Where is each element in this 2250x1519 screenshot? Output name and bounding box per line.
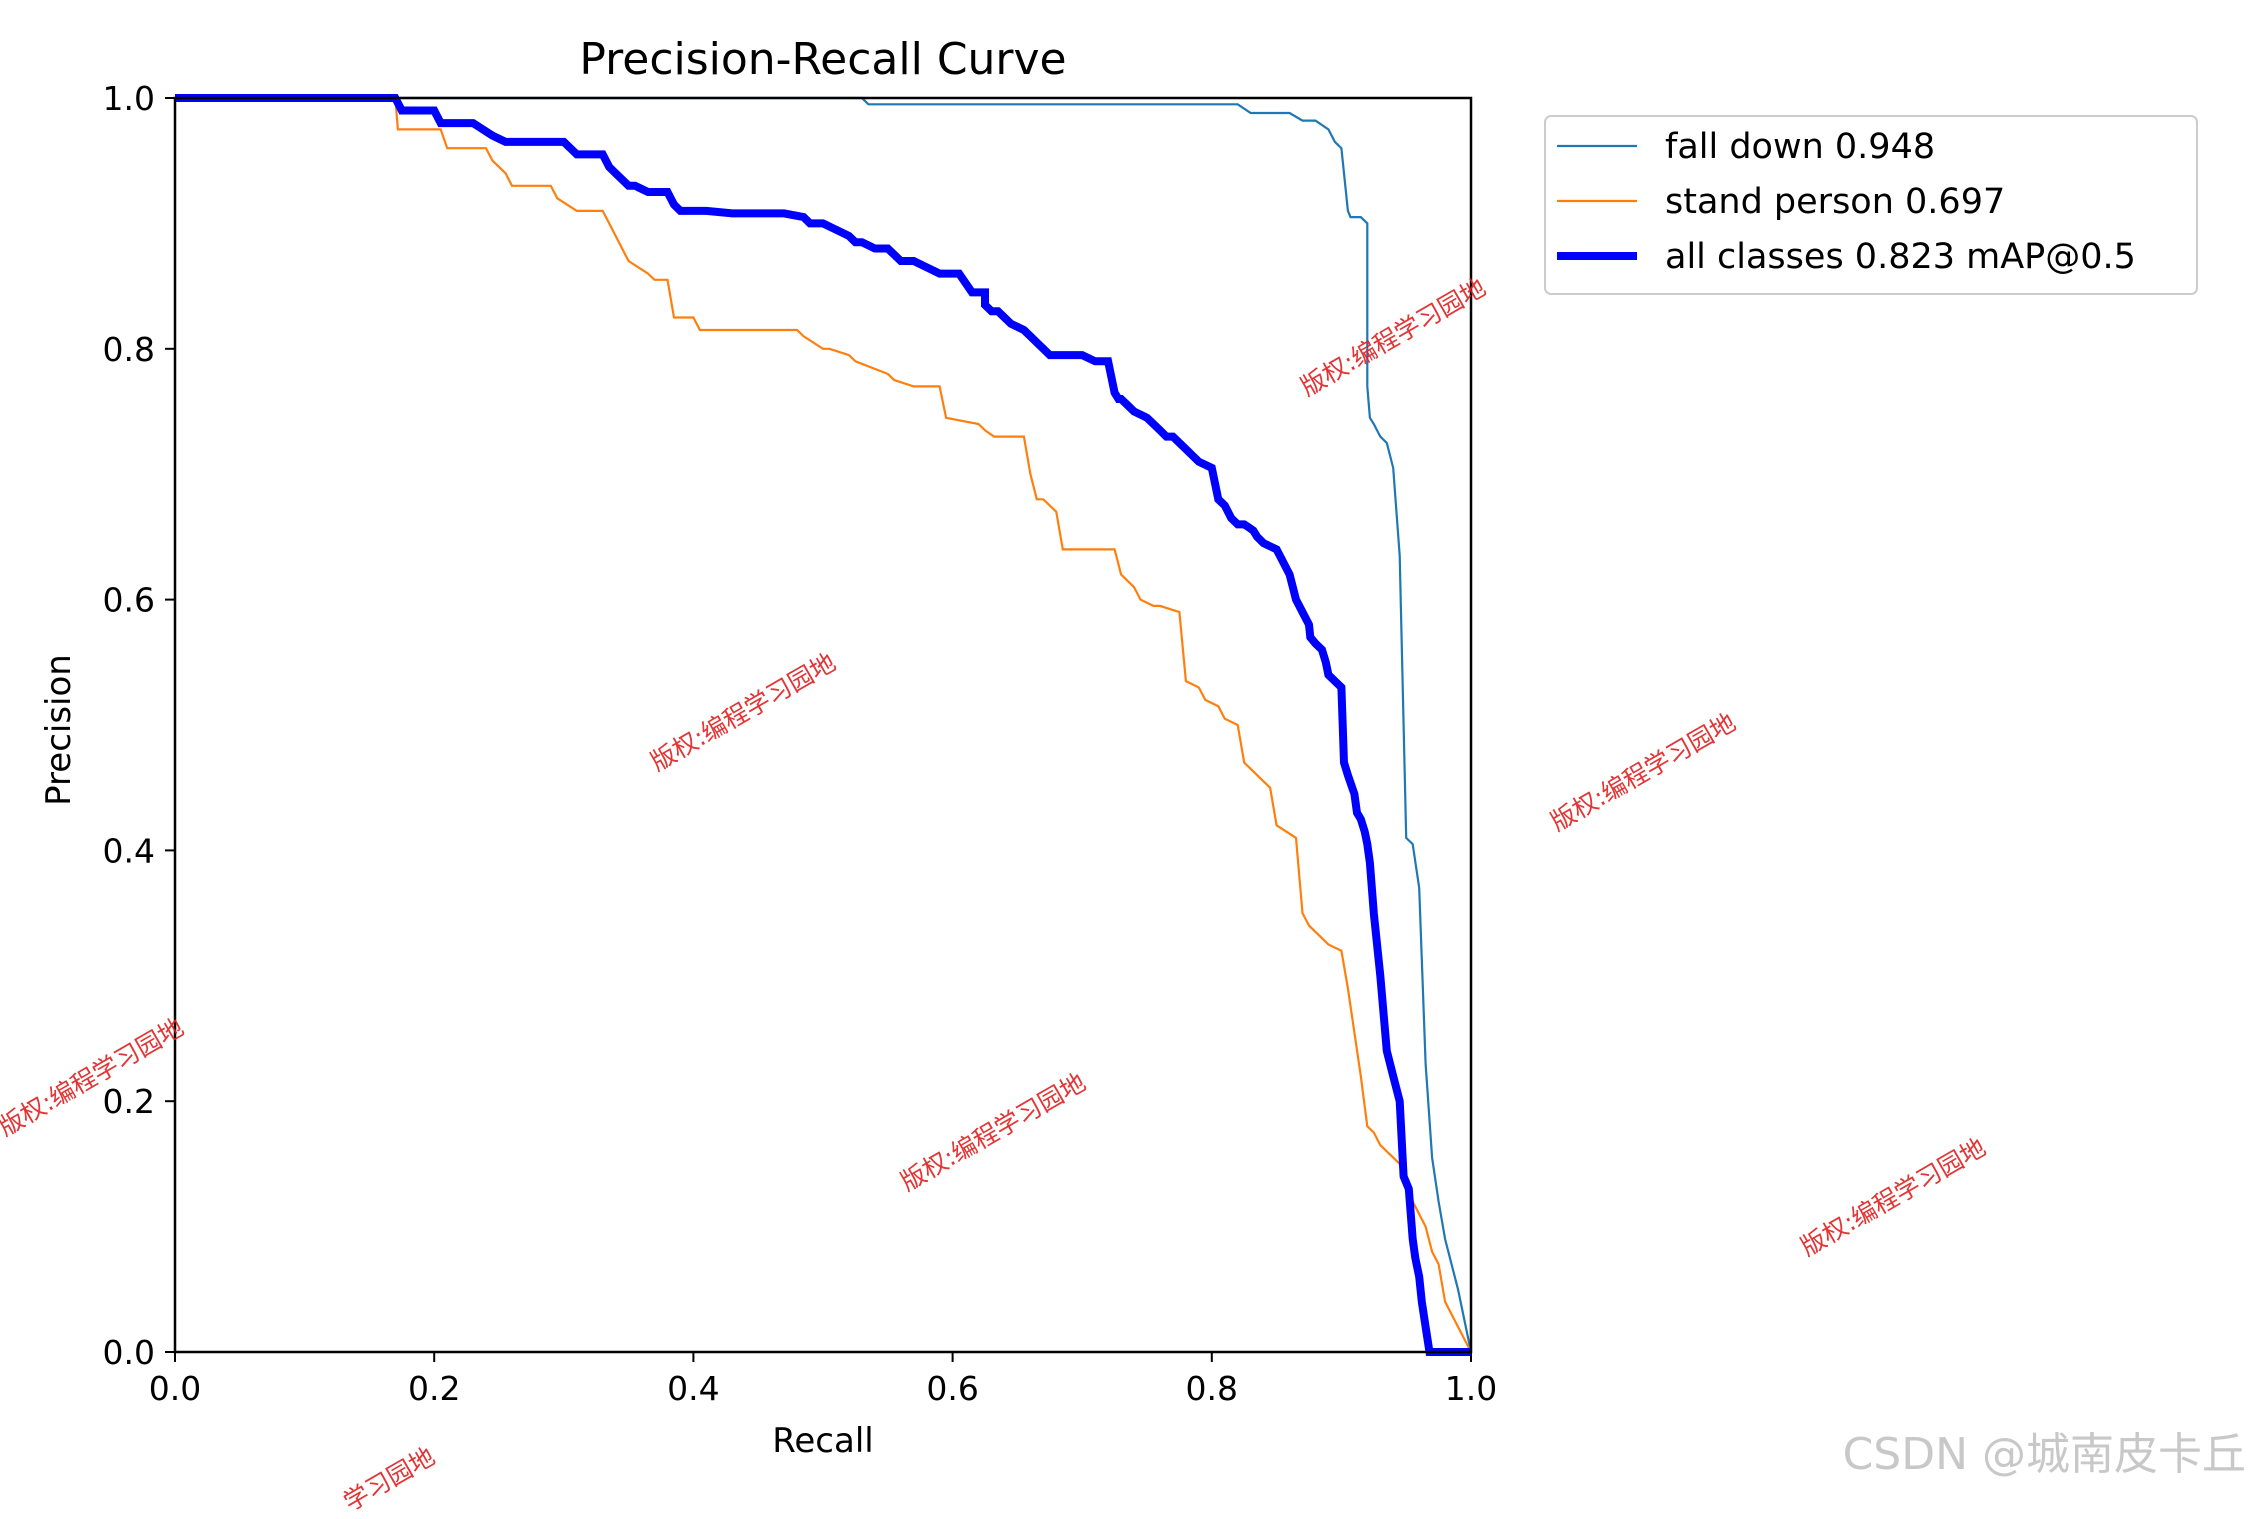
x-tick-label: 0.6	[926, 1369, 978, 1408]
y-tick-label: 0.0	[103, 1333, 155, 1372]
credit-text: CSDN @城南皮卡丘	[1842, 1429, 2246, 1480]
legend: fall down 0.948 stand person 0.697 all cla…	[1544, 115, 2198, 295]
series-line-stand-person-0-697	[175, 96, 1472, 1353]
legend-label: all classes 0.823 mAP@0.5	[1665, 237, 2136, 277]
y-tick-label: 1.0	[103, 79, 155, 118]
series-line-fall-down-0-948	[175, 96, 1473, 1353]
plot-frame	[173, 96, 1473, 1354]
y-axis-label: Precision	[39, 654, 79, 806]
x-tick-label: 0.0	[149, 1369, 201, 1408]
x-axis-label: Recall	[772, 1421, 873, 1461]
series-line-all-classes-0-823-map-0-5	[175, 94, 1471, 1356]
x-tick-label: 0.8	[1186, 1369, 1238, 1408]
x-tick-label: 1.0	[1445, 1369, 1497, 1408]
plot-series	[175, 94, 1473, 1356]
legend-label: stand person 0.697	[1665, 182, 2005, 222]
chart-title: Precision-Recall Curve	[579, 34, 1066, 85]
y-tick-label: 0.2	[103, 1082, 155, 1121]
legend-label: fall down 0.948	[1665, 127, 1935, 167]
x-tick-label: 0.4	[667, 1369, 719, 1408]
axis-ticks: 0.0 0.2 0.4 0.6 0.8 1.0 0.0 0.2 0.4 0.6 0.8 1.0	[103, 79, 1498, 1408]
y-tick-label: 0.8	[103, 330, 155, 369]
y-tick-label: 0.4	[103, 831, 155, 870]
y-tick-label: 0.6	[103, 581, 155, 620]
x-tick-label: 0.2	[408, 1369, 460, 1408]
legend-box	[1544, 115, 2198, 295]
